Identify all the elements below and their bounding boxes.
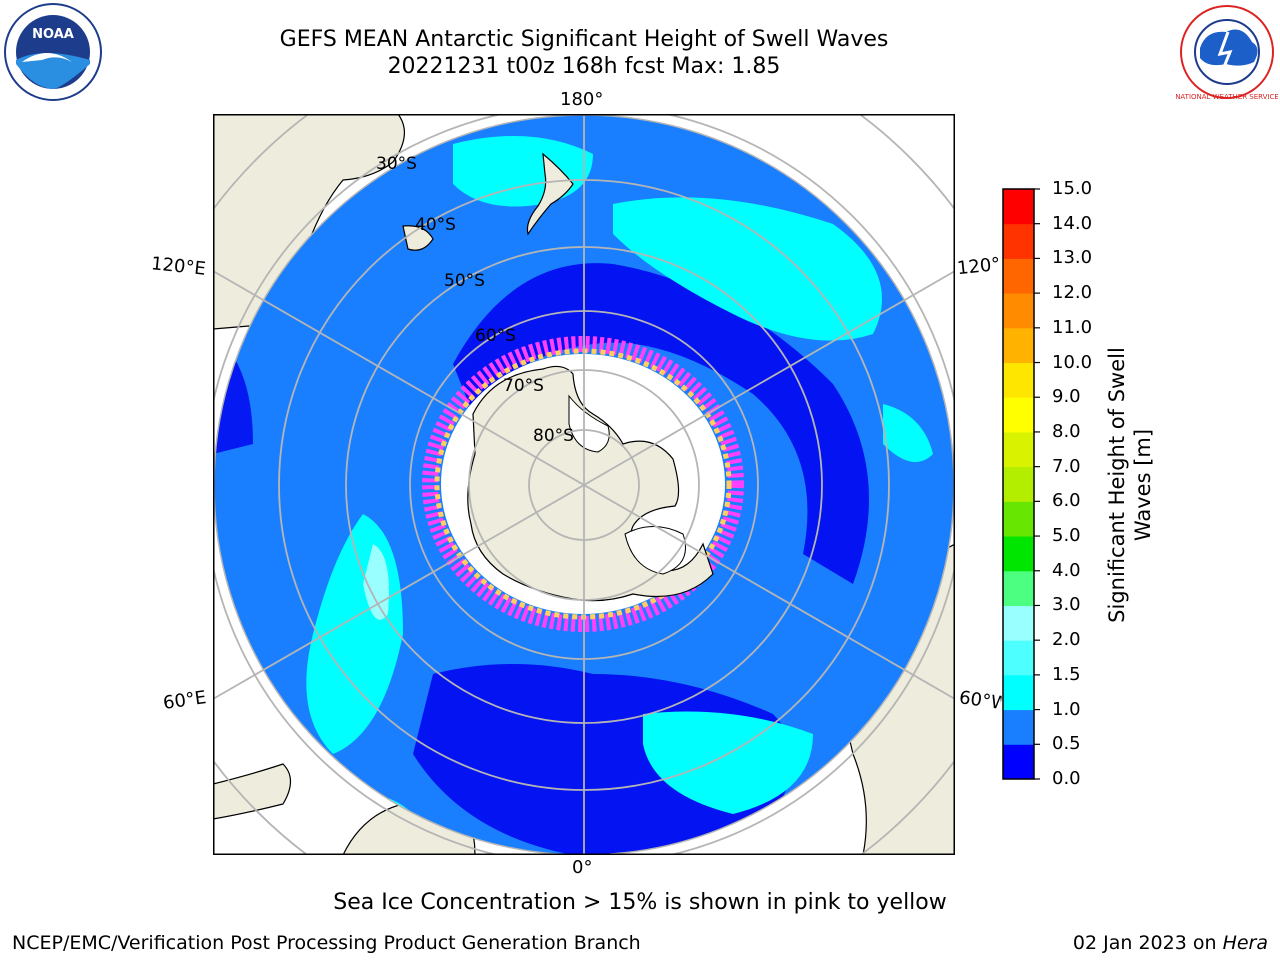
lat-label-40s: 40°S	[415, 215, 456, 235]
footer-branch: NCEP/EMC/Verification Post Processing Pr…	[12, 932, 641, 954]
colorbar-swatch	[1003, 744, 1034, 780]
colorbar-tick-label: 15.0	[1052, 178, 1093, 199]
colorbar-tick-label: 3.0	[1052, 594, 1081, 616]
colorbar-swatch	[1003, 362, 1034, 398]
lon-label-120e: 120°E	[150, 253, 207, 280]
lat-label-30s: 30°S	[376, 154, 417, 174]
lon-label-120w: 120°W	[956, 253, 1002, 280]
colorbar-swatch	[1003, 293, 1034, 329]
madagascar-land	[213, 763, 292, 820]
lat-label-50s: 50°S	[444, 271, 485, 291]
colorbar-swatch	[1003, 189, 1034, 225]
colorbar-swatch	[1003, 431, 1034, 468]
footer-date-text: 02 Jan 2023 on	[1072, 932, 1223, 954]
colorbar-tick-label: 0.5	[1052, 733, 1081, 755]
colorbar-swatch	[1003, 397, 1034, 433]
colorbar-tick-label: 2.0	[1052, 629, 1081, 651]
colorbar-tick-label: 5.0	[1052, 525, 1081, 547]
noaa-logo-icon: NOAA	[4, 3, 102, 101]
colorbar-tick-label: 11.0	[1052, 316, 1093, 338]
chart-subtitle: 20221231 t00z 168h fcst Max: 1.85	[387, 54, 781, 79]
colorbar-tick-label: 1.0	[1052, 698, 1081, 720]
colorbar-swatch	[1003, 327, 1034, 364]
colorbar-tick-label: 10.0	[1052, 351, 1093, 373]
chart-title: GEFS MEAN Antarctic Significant Height o…	[279, 27, 889, 52]
colorbar-tick-label: 9.0	[1052, 386, 1081, 408]
noaa-logo-text: NOAA	[32, 27, 74, 42]
new-zealand-land	[526, 152, 574, 236]
low-swell-band-west	[453, 263, 869, 584]
lon-label-0: 0°	[572, 857, 593, 878]
colorbar-swatch	[1003, 605, 1034, 641]
graticule	[213, 114, 955, 855]
colorbar-tick-label: 4.0	[1052, 559, 1081, 581]
colorbar-tick-label: 7.0	[1052, 455, 1081, 477]
nws-logo-text: NATIONAL WEATHER SERVICE	[1176, 93, 1278, 101]
colorbar-swatch	[1003, 501, 1034, 537]
sea-ice-ring-inner	[434, 348, 732, 620]
colorbar	[1002, 188, 1040, 780]
national-weather-service-logo-icon: NATIONAL WEATHER SERVICE	[1176, 5, 1278, 101]
lon-label-60w: 60°W	[957, 687, 1003, 714]
colorbar-swatch	[1003, 640, 1034, 676]
colorbar-tick-label: 0.0	[1052, 768, 1081, 789]
lon-label-60e: 60°E	[161, 687, 208, 714]
colorbar-tick-label: 1.5	[1052, 663, 1081, 685]
colorbar-swatch	[1003, 570, 1034, 606]
sea-ice-ring-outer	[422, 336, 744, 632]
lat-label-80s: 80°S	[533, 426, 574, 446]
polar-map: 30°S 40°S 50°S 60°S 70°S 80°S	[213, 114, 955, 855]
colorbar-tick-label: 12.0	[1052, 282, 1093, 304]
cyan-swell-s	[643, 711, 813, 814]
cyan-swell-ne	[613, 197, 882, 341]
colorbar-title: Significant Height of Swell Waves [m]	[1105, 347, 1155, 623]
colorbar-swatch	[1003, 674, 1034, 711]
colorbar-swatch	[1003, 223, 1034, 259]
lat-label-60s: 60°S	[475, 326, 516, 346]
colorbar-swatch	[1003, 258, 1034, 294]
lon-label-180: 180°	[560, 89, 604, 110]
footer-machine: Hera	[1222, 932, 1268, 954]
colorbar-swatch	[1003, 709, 1034, 745]
colorbar-tick-label: 8.0	[1052, 420, 1081, 442]
ross-ice-shelf	[568, 394, 610, 453]
colorbar-tick-label: 13.0	[1052, 247, 1093, 269]
sea-ice-note: Sea Ice Concentration > 15% is shown in …	[333, 890, 947, 915]
footer-date: 02 Jan 2023 on Hera	[1073, 932, 1268, 954]
colorbar-swatch	[1003, 466, 1034, 502]
colorbar-tick-label: 6.0	[1052, 490, 1081, 512]
colorbar-tick-label: 14.0	[1052, 212, 1093, 234]
cyan-swell-e	[883, 404, 933, 462]
lat-label-70s: 70°S	[503, 376, 544, 396]
tasmania-land	[402, 225, 434, 251]
colorbar-swatch	[1003, 536, 1034, 572]
